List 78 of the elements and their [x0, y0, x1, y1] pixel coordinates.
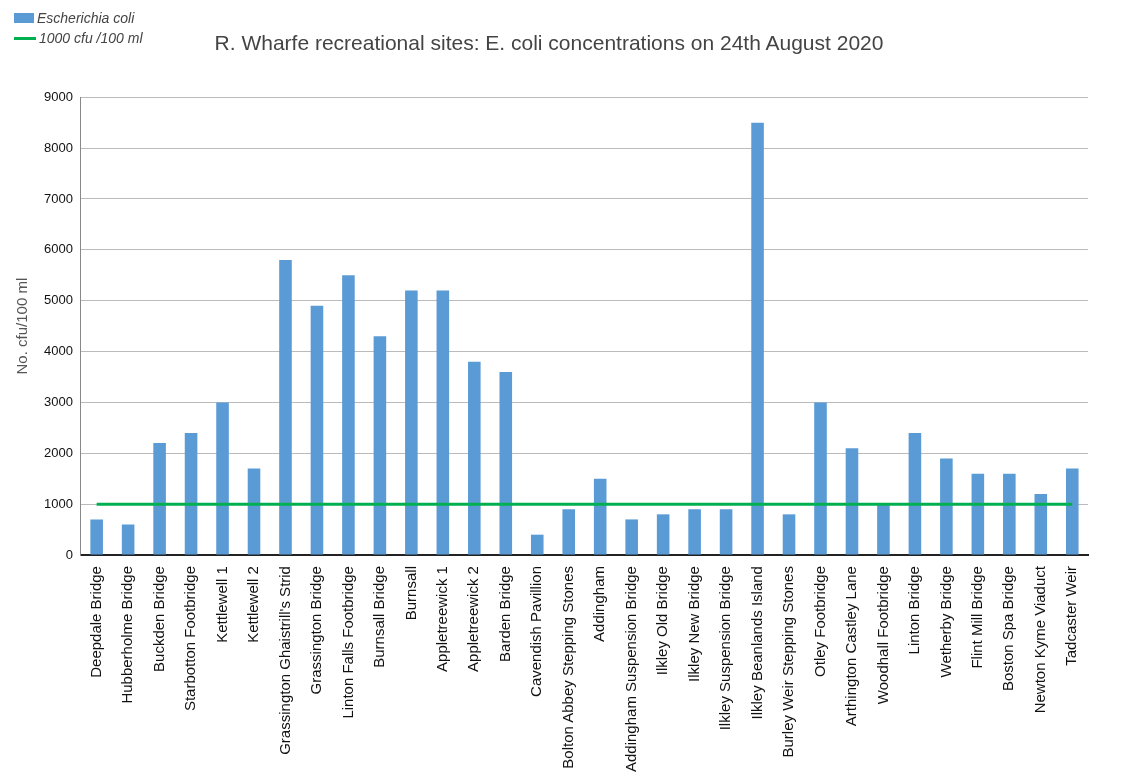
y-tick-label: 4000 [44, 343, 73, 359]
x-tick-label: Ilkley Suspension Bridge [716, 566, 734, 731]
x-tick-label: Cavendish Pavillion [527, 566, 545, 697]
y-tick-label: 8000 [44, 139, 73, 155]
x-tick-label: Newton Kyme Viaduct [1030, 565, 1048, 714]
bar [688, 509, 701, 555]
x-tick-label: Buckden Bridge [149, 566, 167, 672]
bar [814, 402, 827, 555]
x-tick-label: Grassington Ghaistrill's Strid [275, 566, 293, 755]
x-tick-label: Linton Bridge [905, 566, 923, 655]
bar [184, 432, 198, 555]
bar [153, 443, 166, 555]
bar [562, 509, 576, 555]
y-tick-label: 6000 [44, 241, 73, 257]
x-tick-label: Barden Bridge [495, 566, 513, 662]
bar [593, 478, 607, 555]
bar [751, 122, 764, 555]
bar [90, 519, 103, 555]
x-tick-label: Tadcaster Weir [1062, 566, 1080, 666]
bar [971, 473, 985, 555]
bar [719, 509, 733, 555]
x-tick-label: Kettlewell 1 [212, 566, 230, 643]
bar [247, 468, 261, 555]
y-tick-label: 3000 [44, 394, 73, 409]
legend-label: 1000 cfu /100 ml [39, 30, 143, 46]
bar [1034, 493, 1048, 555]
x-tick-label: Ilkley New Bridge [684, 566, 702, 682]
bar [908, 432, 922, 555]
bar [468, 361, 481, 555]
y-tick-label: 1000 [44, 495, 73, 511]
x-tick-label: Appletreewick 2 [464, 566, 482, 672]
x-tick-label: Appletreewick 1 [432, 566, 450, 672]
x-tick-label: Hubberholme Bridge [118, 566, 136, 704]
x-tick-label: Kettlewell 2 [244, 566, 262, 643]
bar [499, 371, 513, 555]
x-tick-label: Addingham [590, 566, 608, 642]
bar [1065, 468, 1079, 555]
bar [530, 534, 544, 555]
x-tick-label: Linton Falls Footbridge [338, 566, 356, 719]
x-tick-label: Flint Mill Bridge [967, 566, 985, 669]
y-tick-label: 0 [65, 546, 73, 562]
x-tick-label: Addingham Suspension Bridge [621, 566, 639, 773]
bar [625, 519, 638, 555]
x-tick-label: Grassington Bridge [307, 566, 325, 695]
bar [782, 514, 796, 555]
y-tick-label: 5000 [44, 292, 73, 308]
bar [121, 524, 135, 555]
bar [845, 448, 859, 555]
x-tick-label: Otley Footbridge [810, 566, 828, 677]
x-tick-label: Ilkley Old Bridge [653, 566, 671, 676]
bar [940, 458, 953, 555]
y-tick-label: 2000 [44, 444, 73, 460]
x-tick-label: Arthington Castley Lane [842, 566, 860, 727]
x-tick-label: Deepdale Bridge [86, 566, 104, 678]
y-axis-title: No. cfu/100 ml [13, 277, 31, 375]
x-tick-label: Bolton Abbey Stepping Stones [558, 566, 576, 769]
x-tick-label: Ilkley Beanlands Island [747, 566, 765, 720]
x-tick-label: Burnsall Bridge [370, 566, 388, 668]
x-tick-label: Burley Weir Stepping Stones [779, 566, 797, 758]
bar [373, 336, 387, 555]
bar [216, 402, 229, 555]
bar [436, 290, 450, 555]
x-tick-label: Woodhall Footbridge [873, 566, 891, 705]
x-tick-label: Boston Spa Bridge [999, 566, 1017, 692]
bar [279, 259, 292, 555]
y-tick-label: 7000 [44, 190, 73, 206]
x-tick-label: Starbotton Footbridge [181, 566, 199, 712]
bar [1003, 473, 1016, 555]
y-tick-label: 9000 [44, 88, 73, 104]
bar [310, 305, 324, 555]
bar [405, 290, 418, 555]
bar [877, 504, 890, 555]
x-tick-label: Burnsall [401, 566, 419, 621]
legend-label: Escherichia coli [37, 10, 135, 26]
chart-title: R. Wharfe recreational sites: E. coli concentrations on 24th August 2020 [214, 31, 884, 55]
bar [342, 275, 355, 555]
bar [656, 514, 670, 555]
x-tick-label: Wetherby Bridge [936, 566, 954, 678]
